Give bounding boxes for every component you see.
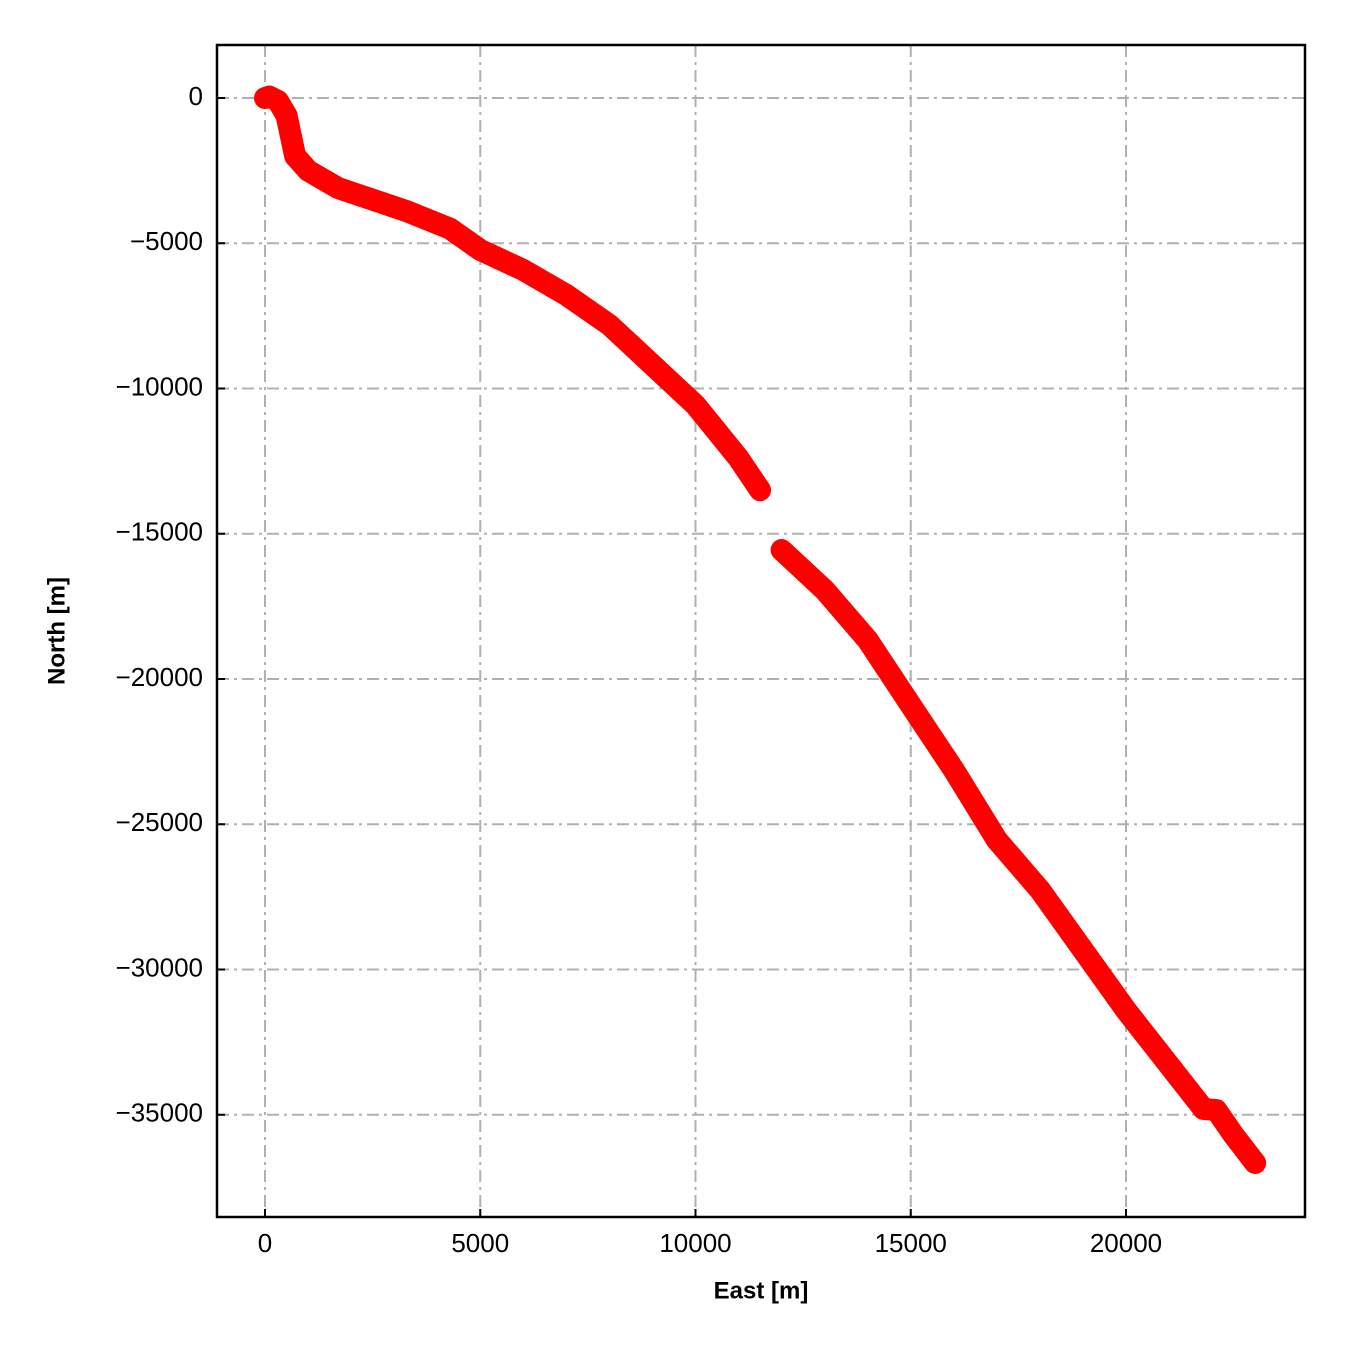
y-tick-label: −10000	[116, 371, 203, 401]
x-tick-label: 5000	[451, 1228, 509, 1258]
y-axis-label: North [m]	[43, 577, 70, 685]
y-tick-label: 0	[189, 81, 203, 111]
y-tick-label: −15000	[116, 517, 203, 547]
x-tick-label: 15000	[875, 1228, 947, 1258]
x-tick-label: 20000	[1090, 1228, 1162, 1258]
x-tick-label: 0	[258, 1228, 272, 1258]
trajectory	[254, 85, 1267, 1174]
x-tick-label: 10000	[659, 1228, 731, 1258]
y-tick-label: −30000	[116, 952, 203, 982]
y-tick-label: −35000	[116, 1098, 203, 1128]
plot-frame	[215, 43, 1307, 1219]
y-tick-label: −20000	[116, 662, 203, 692]
y-tick-label: −5000	[130, 226, 203, 256]
y-tick-label: −25000	[116, 807, 203, 837]
x-axis-label: East [m]	[714, 1277, 809, 1304]
